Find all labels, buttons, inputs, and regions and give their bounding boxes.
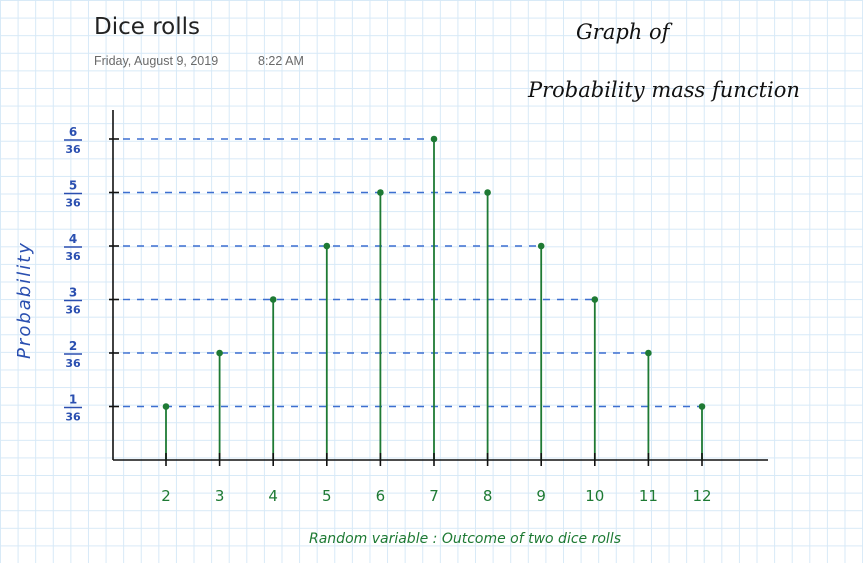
stem-dot-8 <box>484 189 491 196</box>
x-tick-label-9: 9 <box>536 487 546 505</box>
page-date: Friday, August 9, 2019 <box>94 54 219 68</box>
y-tick-denominator-6: 36 <box>65 143 81 156</box>
stem-dot-12 <box>698 403 706 410</box>
x-tick-label-8: 8 <box>483 487 493 505</box>
y-tick-numerator-1: 1 <box>69 393 77 407</box>
stem-dot-3 <box>216 349 223 357</box>
x-tick-label-5: 5 <box>322 487 332 505</box>
stem-dot-5 <box>323 242 331 250</box>
stem-dot-7 <box>430 135 438 143</box>
y-tick-denominator-4: 36 <box>65 250 81 263</box>
x-axis-label: Random variable : Outcome of two dice ro… <box>309 531 621 547</box>
y-tick-denominator-3: 36 <box>65 304 81 317</box>
y-tick-denominator-2: 36 <box>65 357 81 370</box>
y-tick-numerator-5: 5 <box>69 179 77 193</box>
x-ticks: 2 3 4 5 6 7 8 9 10 11 12 <box>161 453 712 505</box>
stems <box>162 135 706 460</box>
y-axis-label: Probability <box>14 241 35 359</box>
stem-dot-4 <box>269 296 277 303</box>
stem-dot-10 <box>591 296 599 303</box>
chart-title-line2: Probability mass function <box>528 78 800 102</box>
page-title: Dice rolls <box>94 14 200 40</box>
y-tick-numerator-2: 2 <box>69 339 77 353</box>
x-tick-label-6: 6 <box>376 487 386 505</box>
y-tick-numerator-4: 4 <box>69 232 77 246</box>
y-tick-denominator-5: 36 <box>65 197 81 210</box>
x-tick-label-7: 7 <box>429 487 439 505</box>
stem-dot-2 <box>162 403 170 410</box>
x-tick-label-4: 4 <box>268 487 278 505</box>
guide-lines <box>123 138 704 408</box>
page-time: 8:22 AM <box>258 54 304 68</box>
stem-dot-9 <box>537 242 545 250</box>
stem-dot-11 <box>645 349 652 357</box>
x-tick-label-11: 11 <box>639 487 658 505</box>
y-tick-numerator-6: 6 <box>69 125 77 139</box>
y-tick-labels: 1 36 2 36 3 36 4 36 5 36 6 36 <box>64 125 82 424</box>
x-tick-label-3: 3 <box>215 487 225 505</box>
x-tick-label-12: 12 <box>692 487 711 505</box>
y-tick-denominator-1: 36 <box>65 411 81 424</box>
y-tick-marks <box>109 138 119 408</box>
chart-title-line1: Graph of <box>576 20 670 44</box>
y-tick-numerator-3: 3 <box>69 286 77 300</box>
x-tick-label-10: 10 <box>585 487 604 505</box>
stem-dot-6 <box>377 189 384 196</box>
axes <box>112 110 768 461</box>
x-tick-label-2: 2 <box>161 487 171 505</box>
